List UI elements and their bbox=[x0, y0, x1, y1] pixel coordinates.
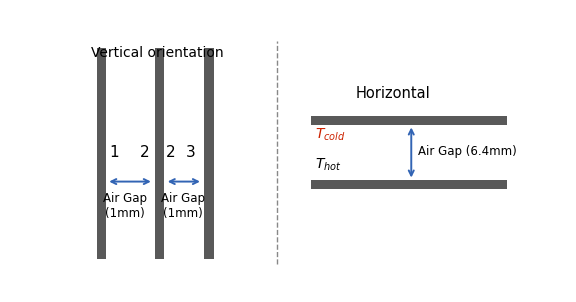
Bar bbox=[311, 116, 507, 125]
Text: 2: 2 bbox=[166, 145, 176, 160]
Text: 3: 3 bbox=[185, 145, 195, 160]
Text: Air Gap
(1mm): Air Gap (1mm) bbox=[161, 192, 204, 220]
Bar bbox=[311, 180, 507, 189]
Bar bbox=[154, 48, 164, 259]
Bar bbox=[97, 48, 107, 259]
Text: Horizontal: Horizontal bbox=[356, 86, 431, 101]
Text: Vertical orientation: Vertical orientation bbox=[90, 46, 223, 59]
Text: $T_{hot}$: $T_{hot}$ bbox=[315, 157, 342, 174]
Text: Air Gap
(1mm): Air Gap (1mm) bbox=[103, 192, 147, 220]
Text: $T_{cold}$: $T_{cold}$ bbox=[315, 127, 346, 143]
Text: 2: 2 bbox=[139, 145, 149, 160]
Text: Air Gap (6.4mm): Air Gap (6.4mm) bbox=[418, 145, 517, 158]
Text: 1: 1 bbox=[109, 145, 119, 160]
Bar bbox=[204, 48, 214, 259]
